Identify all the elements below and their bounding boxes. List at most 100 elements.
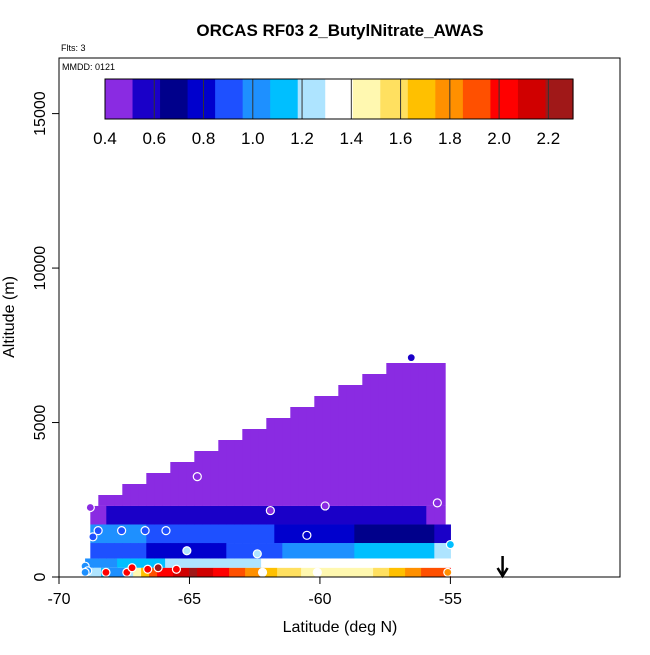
y-axis-label: Altitude (m) bbox=[1, 276, 18, 358]
heatmap-cell bbox=[306, 543, 315, 559]
heatmap-cell bbox=[186, 505, 195, 525]
heatmap-cell bbox=[397, 558, 406, 568]
heatmap-cell bbox=[266, 524, 275, 544]
heatmap-cell bbox=[410, 505, 419, 525]
colorbar-swatch bbox=[105, 79, 134, 119]
heatmap-cell bbox=[130, 484, 139, 506]
heatmap-cell bbox=[154, 505, 163, 525]
heatmap-cell bbox=[101, 558, 110, 568]
heatmap-cell bbox=[277, 558, 286, 568]
heatmap-cell bbox=[306, 505, 315, 525]
heatmap-cell bbox=[357, 558, 366, 568]
heatmap-cell bbox=[418, 505, 427, 525]
heatmap-cell bbox=[405, 558, 414, 568]
heatmap-cell bbox=[237, 567, 246, 577]
heatmap-cell bbox=[282, 543, 291, 559]
heatmap-cell bbox=[178, 462, 187, 506]
heatmap-cell bbox=[338, 385, 347, 506]
heatmap-cell bbox=[261, 558, 270, 568]
colorbar-swatch bbox=[517, 79, 547, 119]
sample-point bbox=[143, 564, 153, 574]
heatmap-cell bbox=[114, 505, 123, 525]
heatmap-cell bbox=[285, 558, 294, 568]
heatmap-cell bbox=[322, 505, 331, 525]
colorbar-tick-label: 1.2 bbox=[290, 129, 314, 148]
heatmap-cell bbox=[242, 505, 251, 525]
heatmap-cell bbox=[165, 567, 174, 577]
heatmap-cell bbox=[354, 505, 363, 525]
heatmap-cell bbox=[373, 567, 382, 577]
heatmap-cell bbox=[277, 567, 286, 577]
heatmap-cell bbox=[354, 524, 363, 544]
heatmap-cell bbox=[269, 567, 278, 577]
y-tick-label: 10000 bbox=[32, 246, 49, 291]
sample-point bbox=[161, 526, 171, 536]
colorbar: 0.4 0.6 0.8 1.0 1.2 1.4 1.6 1.8 2.0 2.2 bbox=[93, 78, 574, 148]
x-axis: -70 -65 -60 -55 bbox=[47, 577, 462, 608]
heatmap-cell bbox=[370, 374, 379, 506]
heatmap-cell bbox=[298, 407, 307, 506]
heatmap-cell bbox=[181, 558, 190, 568]
heatmap-cell bbox=[202, 524, 211, 544]
heatmap-cell bbox=[445, 558, 451, 568]
heatmap-cell bbox=[170, 524, 179, 544]
heatmap-cell bbox=[109, 567, 118, 577]
colorbar-frame bbox=[104, 78, 574, 120]
heatmap-cell bbox=[266, 418, 275, 506]
heatmap-cell bbox=[258, 505, 267, 525]
heatmap-cell bbox=[226, 440, 235, 506]
heatmap-cell bbox=[234, 524, 243, 544]
heatmap-cell bbox=[154, 543, 163, 559]
heatmap-cell bbox=[402, 524, 411, 544]
sample-point bbox=[88, 532, 98, 542]
heatmap-cell bbox=[394, 543, 403, 559]
heatmap-cell bbox=[202, 451, 211, 506]
heatmap-cell bbox=[290, 407, 299, 506]
heatmap-cell bbox=[378, 543, 387, 559]
heatmap-cell bbox=[242, 429, 251, 506]
heatmap-cell bbox=[229, 567, 238, 577]
heatmap-cell bbox=[173, 558, 182, 568]
heatmap-cell bbox=[125, 558, 134, 568]
heatmap-cell bbox=[381, 567, 390, 577]
heatmap-cell bbox=[442, 524, 451, 544]
heatmap-cell bbox=[306, 407, 315, 506]
heatmap-cell bbox=[386, 543, 395, 559]
heatmap-cell bbox=[218, 505, 227, 525]
colorbar-swatch bbox=[380, 79, 409, 119]
heatmap-cell bbox=[314, 524, 323, 544]
heatmap-cell bbox=[85, 558, 94, 568]
heatmap-cell bbox=[154, 473, 163, 506]
heatmap-cell bbox=[341, 558, 350, 568]
heatmap-cell bbox=[434, 543, 443, 559]
colorbar-swatch bbox=[462, 79, 492, 119]
heatmap-cell bbox=[250, 429, 259, 506]
heatmap-cell bbox=[138, 543, 147, 559]
heatmap-cell bbox=[138, 505, 147, 525]
colorbar-swatch bbox=[545, 79, 574, 119]
heatmap-cell bbox=[426, 543, 435, 559]
heatmap-cell bbox=[165, 558, 174, 568]
heatmap-cell bbox=[98, 495, 107, 506]
sample-point bbox=[182, 546, 192, 556]
heatmap-cell bbox=[362, 505, 371, 525]
sample-point bbox=[85, 502, 95, 513]
heatmap-cell bbox=[378, 524, 387, 544]
heatmap-cell bbox=[202, 505, 211, 525]
heatmap-cell bbox=[301, 567, 310, 577]
x-axis-label: Latitude (deg N) bbox=[283, 619, 398, 636]
heatmap-cell bbox=[178, 505, 187, 525]
heatmap-cell bbox=[410, 543, 419, 559]
heatmap-cell bbox=[213, 567, 222, 577]
heatmap-cell bbox=[365, 567, 374, 577]
heatmap-cell bbox=[218, 524, 227, 544]
sample-point bbox=[265, 505, 275, 516]
colorbar-swatch bbox=[352, 79, 381, 119]
heatmap-cell bbox=[450, 543, 451, 559]
heatmap-cell bbox=[322, 543, 331, 559]
colorbar-swatch bbox=[187, 79, 216, 119]
heatmap-cell bbox=[362, 543, 371, 559]
heatmap-cell bbox=[397, 567, 406, 577]
heatmap-cell bbox=[354, 385, 363, 506]
heatmap-cell bbox=[229, 558, 238, 568]
